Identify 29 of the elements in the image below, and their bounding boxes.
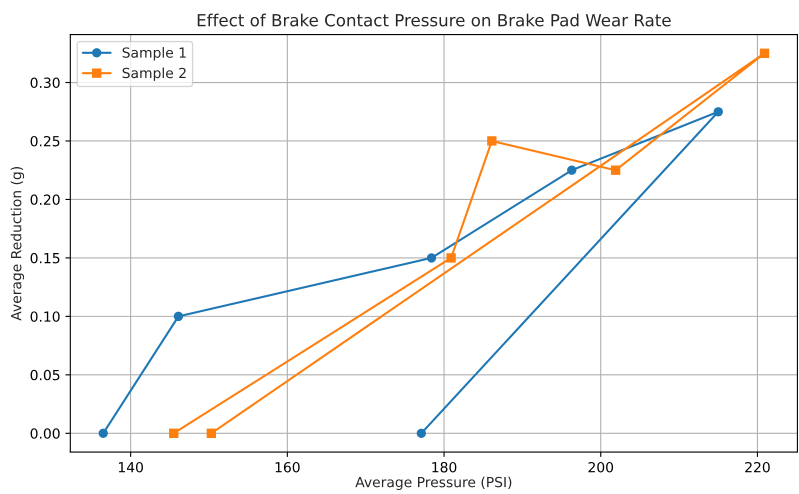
y-tick-label: 0.05 [30, 370, 60, 380]
point [426, 253, 436, 263]
y-tick-label: 0.25 [30, 136, 60, 146]
point [567, 166, 576, 175]
legend-label: Sample 1 [122, 47, 186, 61]
x-tick-label: 200 [588, 462, 614, 472]
x-tick-label: 220 [745, 462, 770, 472]
point [206, 428, 216, 438]
y-axis-title: Average Reduction (g) [10, 167, 24, 321]
y-tick-label: 0.30 [30, 77, 60, 88]
y-tick-label: 0.10 [30, 311, 60, 322]
point [760, 48, 770, 58]
x-tick-label: 180 [432, 462, 456, 472]
point [169, 428, 178, 438]
x-axis-title: Average Pressure (PSI) [355, 476, 512, 490]
point [416, 428, 426, 438]
point [610, 166, 620, 175]
point [446, 253, 456, 263]
y-tick-label: 0.20 [30, 194, 60, 205]
x-tick-label: 160 [276, 462, 300, 472]
x-tick-label: 140 [118, 462, 143, 472]
point [98, 428, 108, 438]
point [714, 107, 723, 116]
y-tick-label: 0.15 [30, 252, 60, 264]
legend-label: Sample 2 [122, 67, 186, 81]
point [174, 312, 184, 322]
chart-title: Effect of Brake Contact Pressure on Brake Pad Wear Rate [198, 14, 671, 26]
point [487, 136, 497, 146]
y-tick-label: 0.00 [30, 428, 60, 439]
